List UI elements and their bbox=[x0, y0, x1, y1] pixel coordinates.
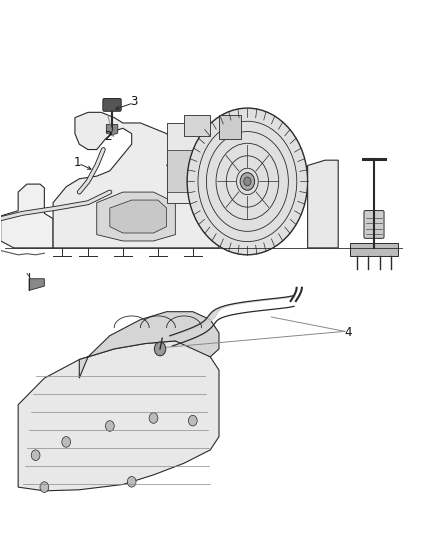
Text: 2: 2 bbox=[104, 130, 111, 143]
Bar bbox=[166, 123, 219, 203]
Polygon shape bbox=[106, 125, 118, 135]
FancyBboxPatch shape bbox=[364, 211, 384, 238]
Bar bbox=[219, 115, 241, 139]
Circle shape bbox=[149, 413, 158, 423]
Polygon shape bbox=[53, 112, 219, 248]
Polygon shape bbox=[97, 192, 175, 241]
Circle shape bbox=[127, 477, 136, 487]
FancyBboxPatch shape bbox=[103, 99, 121, 111]
Circle shape bbox=[31, 450, 40, 461]
Bar bbox=[166, 150, 210, 192]
Polygon shape bbox=[1, 184, 53, 248]
Circle shape bbox=[106, 421, 114, 431]
Bar bbox=[350, 243, 398, 256]
Circle shape bbox=[240, 173, 254, 190]
Circle shape bbox=[40, 482, 49, 492]
Circle shape bbox=[188, 415, 197, 426]
Text: 3: 3 bbox=[130, 95, 138, 108]
Circle shape bbox=[154, 342, 166, 356]
Polygon shape bbox=[18, 341, 219, 491]
Circle shape bbox=[244, 177, 251, 186]
Polygon shape bbox=[29, 279, 44, 290]
Polygon shape bbox=[79, 312, 219, 378]
Text: 4: 4 bbox=[344, 326, 352, 340]
Circle shape bbox=[62, 437, 71, 447]
Bar bbox=[184, 115, 210, 136]
Polygon shape bbox=[307, 160, 338, 248]
Polygon shape bbox=[110, 200, 166, 233]
Circle shape bbox=[187, 108, 307, 255]
Text: 1: 1 bbox=[73, 156, 81, 169]
